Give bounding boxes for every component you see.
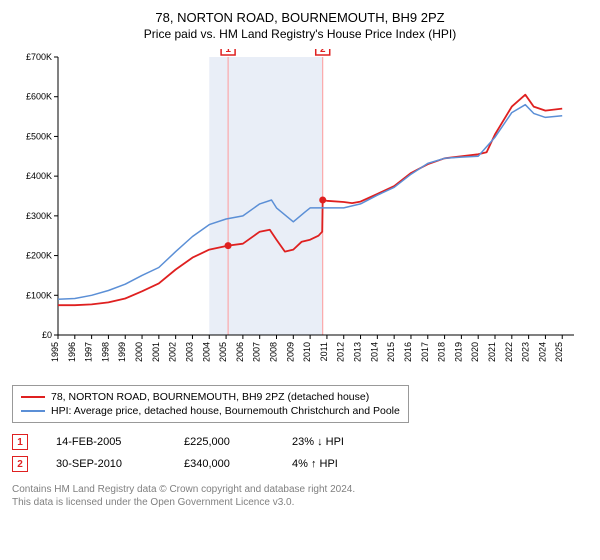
- legend-swatch: [21, 410, 45, 412]
- svg-text:2005: 2005: [218, 342, 228, 362]
- svg-text:£100K: £100K: [26, 290, 52, 300]
- legend-label: 78, NORTON ROAD, BOURNEMOUTH, BH9 2PZ (d…: [51, 391, 369, 403]
- sale-date: 30-SEP-2010: [56, 458, 156, 470]
- sale-date: 14-FEB-2005: [56, 436, 156, 448]
- legend: 78, NORTON ROAD, BOURNEMOUTH, BH9 2PZ (d…: [12, 385, 409, 423]
- svg-text:2016: 2016: [403, 342, 413, 362]
- svg-text:2025: 2025: [554, 342, 564, 362]
- legend-item: HPI: Average price, detached house, Bour…: [21, 404, 400, 418]
- svg-text:2013: 2013: [353, 342, 363, 362]
- sales-table: 1 14-FEB-2005 £225,000 23% ↓ HPI 2 30-SEP-201…: [12, 431, 588, 475]
- svg-text:2015: 2015: [386, 342, 396, 362]
- svg-text:£400K: £400K: [26, 171, 52, 181]
- svg-text:2018: 2018: [437, 342, 447, 362]
- svg-text:£500K: £500K: [26, 131, 52, 141]
- svg-text:2009: 2009: [285, 342, 295, 362]
- sale-price: £225,000: [184, 436, 264, 448]
- sale-price: £340,000: [184, 458, 264, 470]
- svg-text:£700K: £700K: [26, 52, 52, 62]
- footer-line-1: Contains HM Land Registry data © Crown c…: [12, 483, 588, 496]
- sale-delta: 4% ↑ HPI: [292, 458, 338, 470]
- legend-label: HPI: Average price, detached house, Bour…: [51, 405, 400, 417]
- svg-text:2007: 2007: [252, 342, 262, 362]
- sale-delta: 23% ↓ HPI: [292, 436, 344, 448]
- sale-badge: 2: [12, 456, 28, 472]
- sale-badge: 1: [12, 434, 28, 450]
- svg-text:2000: 2000: [134, 342, 144, 362]
- svg-text:£0: £0: [42, 330, 52, 340]
- footer-attribution: Contains HM Land Registry data © Crown c…: [12, 483, 588, 509]
- line-chart: £0 £100K £200K £300K £400K £500K £600K £700K 199…: [12, 49, 588, 379]
- svg-text:2004: 2004: [201, 342, 211, 362]
- svg-text:£300K: £300K: [26, 211, 52, 221]
- svg-text:2019: 2019: [453, 342, 463, 362]
- svg-text:2001: 2001: [151, 342, 161, 362]
- footer-line-2: This data is licensed under the Open Gov…: [12, 496, 588, 509]
- legend-swatch: [21, 396, 45, 398]
- svg-text:2022: 2022: [504, 342, 514, 362]
- legend-item: 78, NORTON ROAD, BOURNEMOUTH, BH9 2PZ (d…: [21, 390, 400, 404]
- svg-text:2014: 2014: [369, 342, 379, 362]
- svg-text:2012: 2012: [336, 342, 346, 362]
- svg-text:1999: 1999: [117, 342, 127, 362]
- svg-text:2006: 2006: [235, 342, 245, 362]
- svg-text:1996: 1996: [67, 342, 77, 362]
- svg-text:2003: 2003: [184, 342, 194, 362]
- svg-text:£200K: £200K: [26, 251, 52, 261]
- svg-text:2024: 2024: [537, 342, 547, 362]
- svg-text:1997: 1997: [84, 342, 94, 362]
- svg-text:2008: 2008: [269, 342, 279, 362]
- svg-text:1: 1: [225, 49, 231, 55]
- sale-row: 2 30-SEP-2010 £340,000 4% ↑ HPI: [12, 453, 588, 475]
- chart-subtitle: Price paid vs. HM Land Registry's House …: [12, 27, 588, 41]
- svg-text:2002: 2002: [168, 342, 178, 362]
- svg-text:2010: 2010: [302, 342, 312, 362]
- svg-text:1998: 1998: [100, 342, 110, 362]
- sale-row: 1 14-FEB-2005 £225,000 23% ↓ HPI: [12, 431, 588, 453]
- svg-text:£600K: £600K: [26, 92, 52, 102]
- svg-text:2011: 2011: [319, 342, 329, 361]
- svg-text:2017: 2017: [420, 342, 430, 362]
- svg-text:1995: 1995: [50, 342, 60, 362]
- svg-text:2: 2: [320, 49, 326, 55]
- svg-text:2023: 2023: [521, 342, 531, 362]
- chart-title: 78, NORTON ROAD, BOURNEMOUTH, BH9 2PZ: [12, 10, 588, 25]
- chart-area: £0 £100K £200K £300K £400K £500K £600K £700K 199…: [12, 49, 588, 379]
- svg-text:2020: 2020: [470, 342, 480, 362]
- svg-text:2021: 2021: [487, 342, 497, 362]
